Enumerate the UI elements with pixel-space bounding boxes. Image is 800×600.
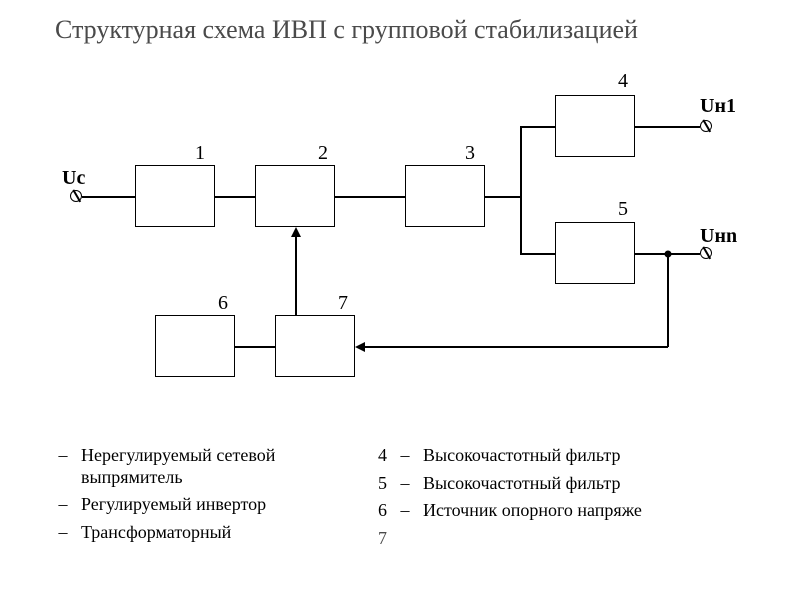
- legend-col-right: 4 – Высокочастотный фильтр 5 – Высокочас…: [365, 445, 755, 555]
- wire: [82, 196, 135, 198]
- legend-row: – Регулируемый инвертор: [55, 494, 365, 516]
- block-1: [135, 165, 215, 227]
- label-5: 5: [618, 198, 628, 221]
- legend-num: 4: [365, 445, 387, 467]
- label-4: 4: [618, 70, 628, 93]
- page-title: Структурная схема ИВП с групповой стабил…: [55, 15, 745, 45]
- legend-col-left: – Нерегулируемый сетевой выпрямитель – Р…: [55, 445, 365, 555]
- block-3: [405, 165, 485, 227]
- label-7: 7: [338, 292, 348, 315]
- label-2: 2: [318, 142, 328, 165]
- label-3: 3: [465, 142, 475, 165]
- legend-num: 5: [365, 473, 387, 495]
- legend-dash: –: [55, 445, 71, 467]
- legend-text: Нерегулируемый сетевой выпрямитель: [81, 445, 365, 488]
- legend-row: 5 – Высокочастотный фильтр: [365, 473, 755, 495]
- legend: – Нерегулируемый сетевой выпрямитель – Р…: [55, 445, 755, 555]
- block-2: [255, 165, 335, 227]
- label-uhn: Uнn: [700, 225, 737, 248]
- wire: [235, 346, 275, 348]
- block-5: [555, 222, 635, 284]
- legend-num: 7: [365, 528, 387, 550]
- legend-row: 6 – Источник опорного напряже: [365, 500, 755, 522]
- wire: [485, 196, 520, 198]
- legend-text: Высокочастотный фильтр: [423, 473, 755, 495]
- wire: [520, 126, 522, 254]
- legend-text: Источник опорного напряже: [423, 500, 755, 522]
- arrowhead: [291, 227, 301, 237]
- wire: [520, 126, 555, 128]
- diagram-canvas: Структурная схема ИВП с групповой стабил…: [0, 0, 800, 600]
- arrowhead: [355, 342, 365, 352]
- legend-dash: –: [397, 445, 413, 467]
- legend-num: 6: [365, 500, 387, 522]
- wire: [667, 253, 669, 347]
- label-uh1: Uн1: [700, 95, 736, 118]
- label-uc: Uc: [62, 167, 85, 190]
- label-6: 6: [218, 292, 228, 315]
- legend-dash: –: [397, 500, 413, 522]
- block-4: [555, 95, 635, 157]
- legend-dash: –: [55, 494, 71, 516]
- legend-row: 4 – Высокочастотный фильтр: [365, 445, 755, 467]
- wire: [520, 253, 555, 255]
- wire: [635, 126, 700, 128]
- wire: [365, 346, 668, 348]
- block-6: [155, 315, 235, 377]
- legend-text: Регулируемый инвертор: [81, 494, 365, 516]
- legend-dash: –: [55, 522, 71, 544]
- legend-text: Трансформаторный: [81, 522, 365, 544]
- block-7: [275, 315, 355, 377]
- legend-row: – Нерегулируемый сетевой выпрямитель: [55, 445, 365, 488]
- legend-text: Высокочастотный фильтр: [423, 445, 755, 467]
- legend-row: – Трансформаторный: [55, 522, 365, 544]
- legend-row: 7: [365, 528, 755, 550]
- wire: [215, 196, 255, 198]
- wire: [335, 196, 405, 198]
- legend-dash: –: [397, 473, 413, 495]
- label-1: 1: [195, 142, 205, 165]
- wire: [295, 237, 297, 315]
